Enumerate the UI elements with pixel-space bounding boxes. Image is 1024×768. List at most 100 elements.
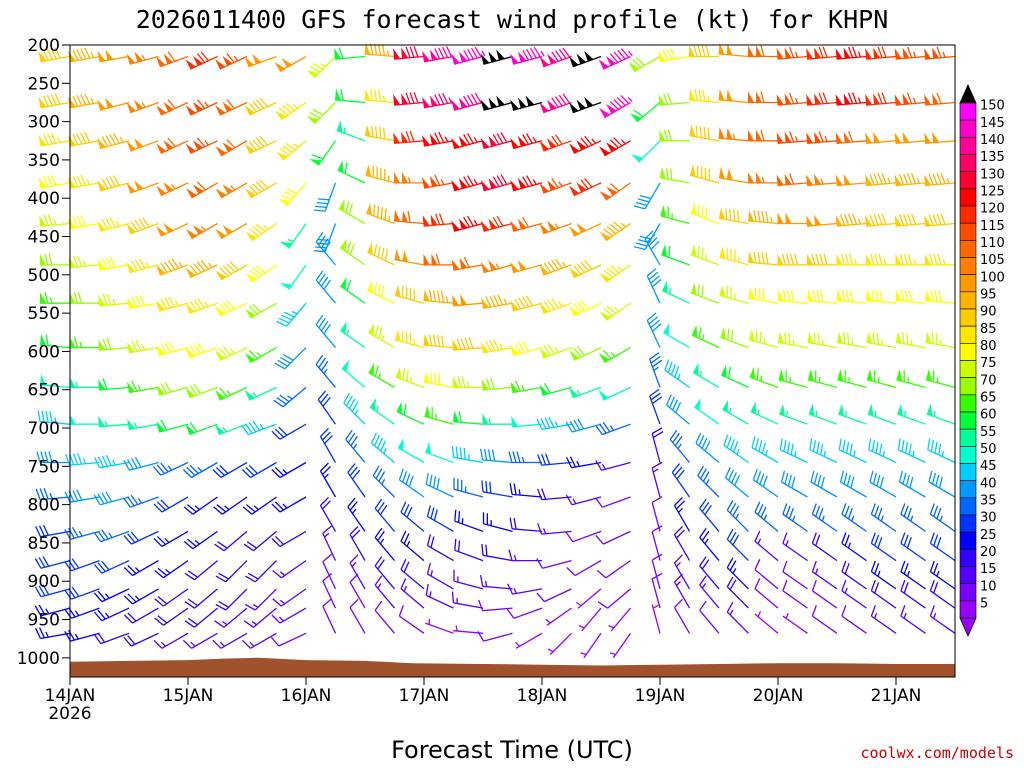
wind-barb: [315, 232, 336, 266]
wind-barb: [215, 139, 248, 157]
wind-barb: [718, 42, 749, 58]
surface-polygon: [70, 657, 955, 677]
wind-barb: [835, 131, 867, 145]
wind-barb: [182, 461, 218, 479]
wind-barb: [566, 456, 602, 469]
wind-barb: [152, 461, 189, 476]
wind-barb: [689, 88, 720, 104]
x-tick-label: 15JAN: [163, 686, 214, 706]
wind-barb: [38, 93, 71, 109]
wind-barb: [718, 127, 749, 142]
wind-barb: [426, 562, 454, 590]
wind-barb: [565, 418, 602, 433]
wind-barb: [335, 88, 366, 104]
wind-barb: [278, 182, 307, 207]
wind-barb: [927, 438, 956, 464]
colorbar-swatch: [959, 154, 977, 172]
wind-barb: [841, 579, 867, 609]
wind-barb: [367, 280, 395, 304]
wind-barb: [213, 496, 248, 515]
wind-barb: [212, 461, 248, 479]
wind-barb: [665, 394, 690, 425]
wind-barb: [724, 467, 749, 498]
wind-barb: [422, 174, 454, 189]
wind-barb: [274, 347, 307, 370]
wind-barb: [425, 472, 454, 498]
wind-barb: [510, 95, 543, 111]
wind-barb: [866, 331, 897, 349]
wind-barb: [343, 392, 366, 425]
wind-barb: [215, 346, 248, 361]
wind-barb: [368, 362, 395, 388]
wind-barb: [748, 209, 779, 225]
wind-barb: [694, 397, 720, 425]
wind-barb: [478, 599, 513, 612]
wind-barb: [835, 173, 867, 187]
wind-barb: [664, 359, 690, 388]
wind-barb: [651, 496, 663, 532]
wind-barb: [651, 604, 661, 634]
wind-barb: [426, 505, 454, 532]
wind-barb: [749, 366, 779, 389]
colorbar-swatch: [959, 446, 977, 464]
wind-barb: [866, 253, 896, 266]
wind-barb: [599, 137, 631, 157]
wind-barb: [347, 497, 366, 532]
wind-barb: [576, 588, 602, 609]
wind-barb: [777, 212, 808, 225]
wind-barb: [156, 137, 189, 154]
wind-barb: [924, 172, 956, 187]
wind-barb: [509, 517, 543, 533]
wind-barb: [126, 217, 159, 235]
wind-barb: [659, 166, 690, 184]
colorbar-label: 5: [980, 596, 988, 611]
wind-barb: [865, 213, 897, 227]
wind-barb: [98, 338, 130, 351]
wind-barb: [398, 468, 425, 498]
y-tick-label: 750: [28, 457, 60, 477]
wind-barb: [271, 496, 307, 513]
wind-barb: [699, 575, 720, 609]
wind-barb: [718, 88, 749, 104]
wind-barb: [317, 390, 337, 425]
wind-barb: [341, 359, 366, 388]
wind-barb: [609, 632, 632, 659]
y-tick-label: 800: [28, 496, 60, 516]
wind-barb: [400, 559, 425, 590]
wind-barb: [349, 598, 366, 634]
wind-barb: [837, 369, 867, 389]
wind-barb: [841, 560, 867, 590]
wind-barb: [123, 588, 159, 605]
wind-barb: [154, 607, 189, 626]
wind-barb: [651, 461, 663, 498]
colorbar-swatch: [959, 171, 977, 190]
wind-barb: [452, 337, 484, 351]
wind-barb: [423, 334, 454, 349]
wind-barb: [539, 298, 572, 315]
wind-barb: [690, 244, 720, 266]
wind-barb: [900, 560, 926, 590]
colorbar: 1501451401351301251201151101051009590858…: [959, 84, 1005, 637]
wind-barb: [925, 253, 955, 266]
wind-barb: [629, 102, 661, 123]
wind-barb: [510, 216, 543, 232]
wind-barb: [697, 465, 720, 498]
wind-barb: [398, 605, 425, 634]
wind-barb: [537, 453, 572, 466]
wind-barb: [374, 498, 395, 532]
wind-barb: [215, 299, 248, 317]
wind-barb: [270, 632, 307, 647]
wind-barb: [38, 47, 71, 63]
colorbar-label: 100: [980, 270, 1005, 285]
wind-barb: [97, 175, 130, 192]
wind-barb: [925, 331, 956, 349]
wind-barb: [68, 93, 100, 109]
colorbar-label: 25: [980, 528, 997, 543]
colorbar-label: 105: [980, 253, 1005, 268]
wind-barb: [580, 632, 602, 659]
wind-barb: [349, 526, 366, 561]
wind-barb: [835, 213, 867, 227]
wind-barb: [569, 96, 602, 114]
wind-barb: [900, 532, 926, 562]
